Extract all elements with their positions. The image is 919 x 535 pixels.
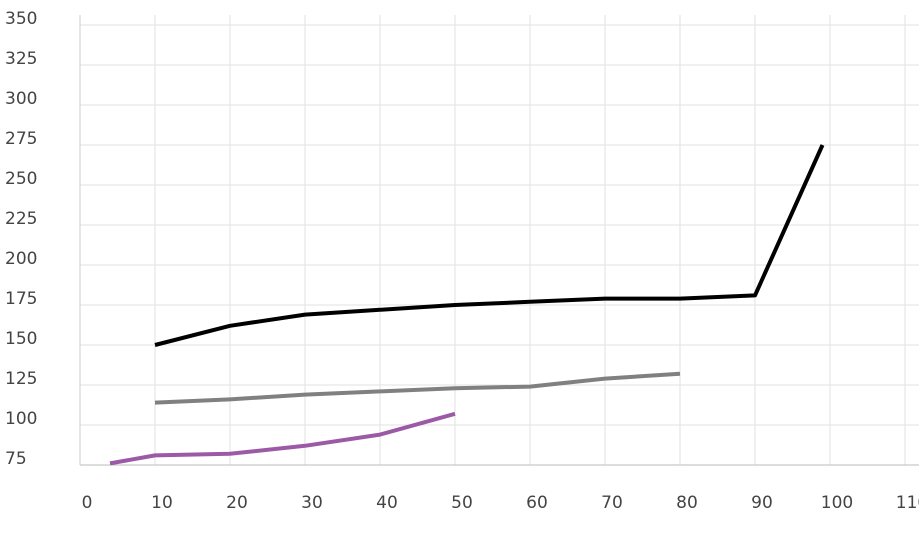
x-tick-label: 90 xyxy=(751,493,773,513)
x-tick-label: 40 xyxy=(376,493,398,513)
y-tick-label: 125 xyxy=(5,369,37,389)
y-tick-label: 100 xyxy=(5,409,37,429)
x-tick-label: 70 xyxy=(601,493,623,513)
y-tick-label: 250 xyxy=(5,169,37,189)
x-tick-label: 10 xyxy=(151,493,173,513)
y-tick-label: 300 xyxy=(5,89,37,109)
y-tick-label: 275 xyxy=(5,129,37,149)
line-series xyxy=(154,144,825,347)
y-tick-label: 200 xyxy=(5,249,37,269)
x-tick-label: 0 xyxy=(82,493,93,513)
y-tick-label: 175 xyxy=(5,289,37,309)
x-tick-label: 50 xyxy=(451,493,473,513)
x-tick-label: 30 xyxy=(301,493,323,513)
y-tick-label: 75 xyxy=(5,449,27,469)
x-tick-label: 20 xyxy=(226,493,248,513)
y-tick-label: 225 xyxy=(5,209,37,229)
y-tick-label: 350 xyxy=(5,9,37,29)
x-tick-label: 100 xyxy=(821,493,853,513)
x-tick-label: 110 xyxy=(896,493,919,513)
y-tick-label: 150 xyxy=(5,329,37,349)
x-tick-label: 80 xyxy=(676,493,698,513)
y-tick-label: 325 xyxy=(5,49,37,69)
x-tick-label: 60 xyxy=(526,493,548,513)
line-series xyxy=(154,371,681,405)
line-series xyxy=(109,411,456,466)
